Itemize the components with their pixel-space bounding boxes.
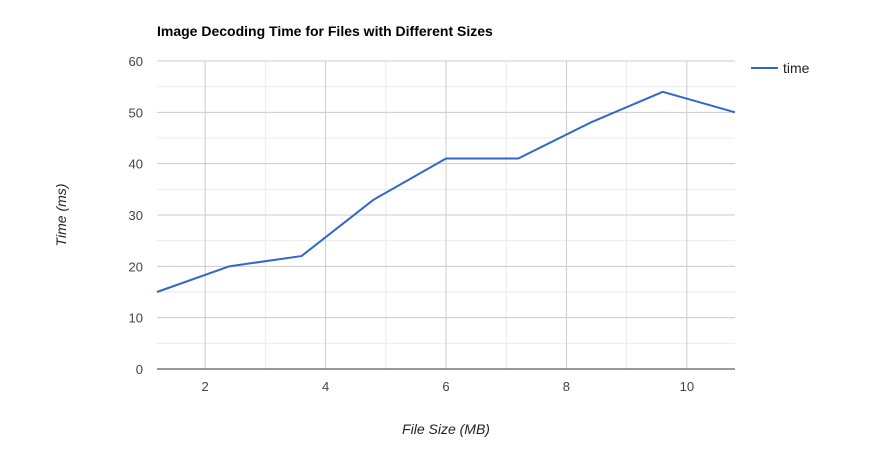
y-tick-label: 50 [129,105,143,120]
y-tick-label: 30 [129,208,143,223]
y-tick-label: 0 [136,362,143,377]
x-tick-label: 10 [680,379,694,394]
x-axis-title: File Size (MB) [402,421,490,437]
y-tick-label: 40 [129,157,143,172]
y-axis-title: Time (ms) [53,184,69,247]
major-gridlines [157,60,735,369]
y-tick-label: 60 [129,54,143,69]
x-tick-label: 6 [442,379,449,394]
y-tick-label: 20 [129,259,143,274]
x-tick-label: 4 [322,379,329,394]
x-axis-tick-labels: 2 4 6 8 10 [202,379,695,394]
legend: time [751,60,810,76]
y-tick-label: 10 [129,311,143,326]
y-axis-tick-labels: 0 10 20 30 40 50 60 [129,54,143,377]
legend-label: time [783,60,810,76]
chart-title: Image Decoding Time for Files with Diffe… [157,23,493,39]
x-tick-label: 2 [202,379,209,394]
x-tick-label: 8 [563,379,570,394]
series-layer [156,90,736,293]
